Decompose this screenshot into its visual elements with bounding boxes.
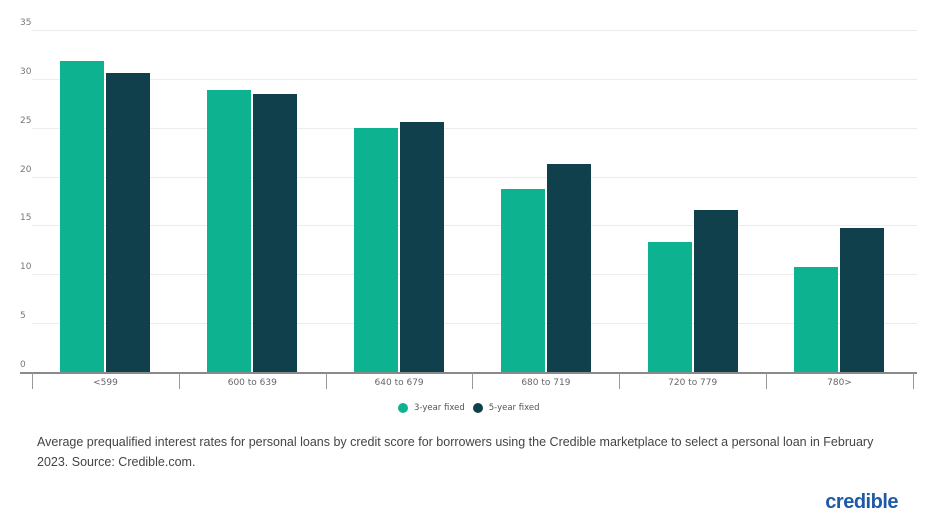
gridline bbox=[32, 78, 917, 80]
bar-5-year bbox=[106, 72, 151, 372]
credible-logo: credible bbox=[825, 491, 898, 513]
legend-label-5-year: 5-year fixed bbox=[488, 403, 540, 413]
x-tick-label: <599 bbox=[93, 378, 118, 388]
bar-5-year bbox=[693, 209, 738, 372]
gridline bbox=[32, 176, 917, 178]
legend-swatch-5-year-icon bbox=[472, 403, 483, 413]
y-tick-label: 30 bbox=[20, 66, 32, 77]
bar-5-year bbox=[253, 93, 298, 372]
gridline bbox=[32, 127, 917, 129]
x-axis-tick bbox=[325, 373, 327, 389]
gridline bbox=[32, 274, 917, 276]
bar-3-year bbox=[60, 61, 105, 372]
x-tick-label: 720 to 779 bbox=[668, 378, 718, 388]
x-axis-tick bbox=[472, 373, 474, 389]
bar-5-year bbox=[546, 163, 591, 372]
y-tick-label: 20 bbox=[20, 164, 32, 175]
y-tick-label: 10 bbox=[20, 262, 32, 273]
legend-item-3-year: 3-year fixed bbox=[398, 403, 465, 413]
legend-swatch-3-year-icon bbox=[398, 403, 408, 413]
y-tick-label: 5 bbox=[20, 311, 26, 322]
bar-5-year bbox=[840, 228, 885, 372]
chart-legend: 3-year fixed 5-year fixed bbox=[398, 403, 548, 413]
bar-3-year bbox=[794, 267, 839, 372]
bar-3-year bbox=[647, 242, 692, 372]
y-tick-label: 15 bbox=[20, 213, 32, 224]
y-tick-label: 35 bbox=[20, 18, 32, 28]
x-tick-label: 680 to 719 bbox=[521, 378, 571, 388]
x-axis-line bbox=[20, 372, 917, 374]
gridline bbox=[32, 225, 917, 227]
x-axis-tick bbox=[178, 373, 180, 389]
bar-3-year bbox=[207, 89, 252, 372]
bar-5-year bbox=[400, 121, 444, 372]
x-axis-tick bbox=[766, 373, 767, 389]
x-axis-tick bbox=[32, 373, 33, 389]
x-axis-tick bbox=[619, 373, 621, 389]
x-tick-label: 640 to 679 bbox=[374, 378, 424, 388]
x-tick-label: 600 to 639 bbox=[227, 378, 277, 388]
gridline bbox=[32, 30, 917, 31]
bar-chart: 0 5 10 15 20 25 30 35 <599 600 to 639 640 to 679 68… bbox=[20, 18, 917, 389]
x-tick-label: 780> bbox=[827, 378, 852, 388]
y-tick-label: 25 bbox=[20, 115, 32, 126]
chart-caption: Average prequalified interest rates for … bbox=[37, 435, 874, 469]
gridline bbox=[32, 323, 917, 325]
x-axis-tick bbox=[912, 373, 914, 389]
legend-item-5-year: 5-year fixed bbox=[472, 403, 540, 413]
legend-label-3-year: 3-year fixed bbox=[414, 403, 465, 413]
y-tick-label: 0 bbox=[20, 360, 26, 370]
bar-3-year bbox=[500, 189, 545, 372]
bar-3-year bbox=[354, 127, 398, 372]
